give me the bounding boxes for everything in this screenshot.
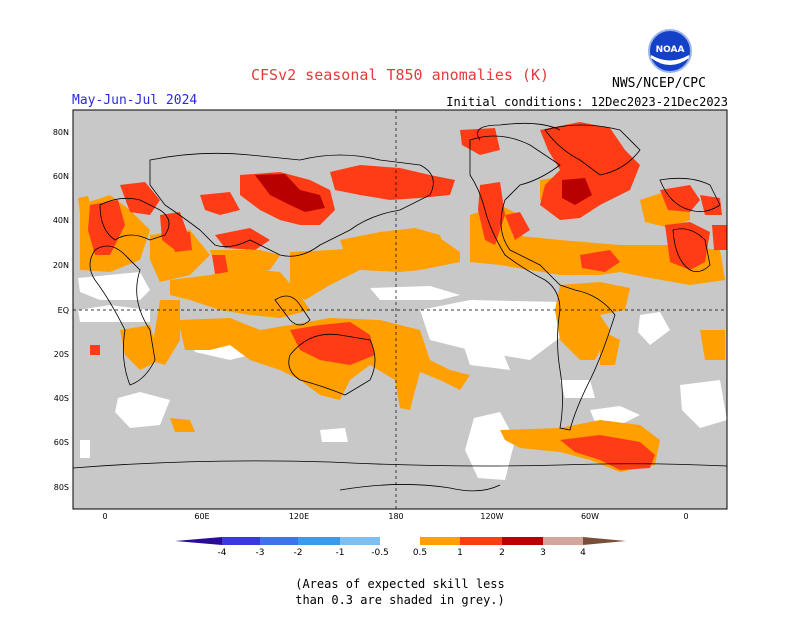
lat-label: 20S <box>54 350 69 359</box>
colorbar-tick-label: -1 <box>336 548 345 558</box>
lat-label: 40N <box>53 216 69 225</box>
colorbar-swatch <box>298 537 340 545</box>
initial-conditions-label: Initial conditions: 12Dec2023-21Dec2023 <box>446 95 728 109</box>
colorbar-tick-label: 0.5 <box>413 548 427 558</box>
anomaly-2-3-regions <box>255 174 592 212</box>
colorbar-swatches <box>175 537 626 545</box>
lat-label: 40S <box>54 394 69 403</box>
colorbar-swatch <box>543 537 583 545</box>
colorbar-swatch <box>175 537 222 545</box>
colorbar-labels: -4 -3 -2 -1 -0.5 0.5 1 2 3 4 <box>218 548 587 558</box>
agency-label: NWS/NCEP/CPC <box>612 76 706 91</box>
lon-label: 0 <box>683 512 688 521</box>
lat-label: 80S <box>54 483 69 492</box>
season-label: May-Jun-Jul 2024 <box>72 93 198 108</box>
colorbar-tick-label: 4 <box>580 548 586 558</box>
longitude-labels: 0 60E 120E 180 120W 60W 0 <box>102 512 688 521</box>
colorbar-tick-label: 2 <box>499 548 505 558</box>
noaa-logo: NOAA <box>647 28 693 78</box>
colorbar-tick-label: 1 <box>457 548 463 558</box>
lat-label: 60S <box>54 438 69 447</box>
grid-lines <box>73 110 727 509</box>
footnote-line-1: (Areas of expected skill less <box>295 577 505 591</box>
colorbar-swatch <box>420 537 460 545</box>
lon-label: 180 <box>388 512 403 521</box>
colorbar-swatch <box>260 537 298 545</box>
lat-label: 60N <box>53 172 69 181</box>
colorbar-tick-label: -2 <box>294 548 303 558</box>
lon-label: 120W <box>480 512 503 521</box>
colorbar-tick-label: -0.5 <box>371 548 389 558</box>
lon-label: 0 <box>102 512 107 521</box>
lon-label: 60E <box>194 512 209 521</box>
colorbar-tick-label: -3 <box>256 548 265 558</box>
logo-text: NOAA <box>656 45 685 55</box>
colorbar-swatch <box>583 537 626 545</box>
lat-label: 80N <box>53 128 69 137</box>
skill-footnote: (Areas of expected skill less than 0.3 a… <box>0 576 800 608</box>
lat-label: EQ <box>58 306 69 315</box>
footnote-line-2: than 0.3 are shaded in grey.) <box>295 593 505 607</box>
map-title: CFSv2 seasonal T850 anomalies (K) <box>250 66 549 84</box>
colorbar-tick-label: -4 <box>218 548 227 558</box>
colorbar-swatch <box>380 537 420 545</box>
colorbar-swatch <box>460 537 502 545</box>
anomaly-0.5-1-regions <box>78 175 725 472</box>
map-frame <box>72 109 728 510</box>
lon-label: 60W <box>581 512 599 521</box>
lon-label: 120E <box>289 512 309 521</box>
latitude-labels: 80N 60N 40N 20N EQ 20S 40S 60S 80S <box>53 128 69 492</box>
coastlines <box>73 122 727 492</box>
lat-label: 20N <box>53 261 69 270</box>
colorbar-swatch <box>340 537 380 545</box>
anomaly-1-2-regions <box>88 122 727 470</box>
colorbar-tick-label: 3 <box>540 548 546 558</box>
colorbar-swatch <box>222 537 260 545</box>
colorbar-swatch <box>502 537 543 545</box>
